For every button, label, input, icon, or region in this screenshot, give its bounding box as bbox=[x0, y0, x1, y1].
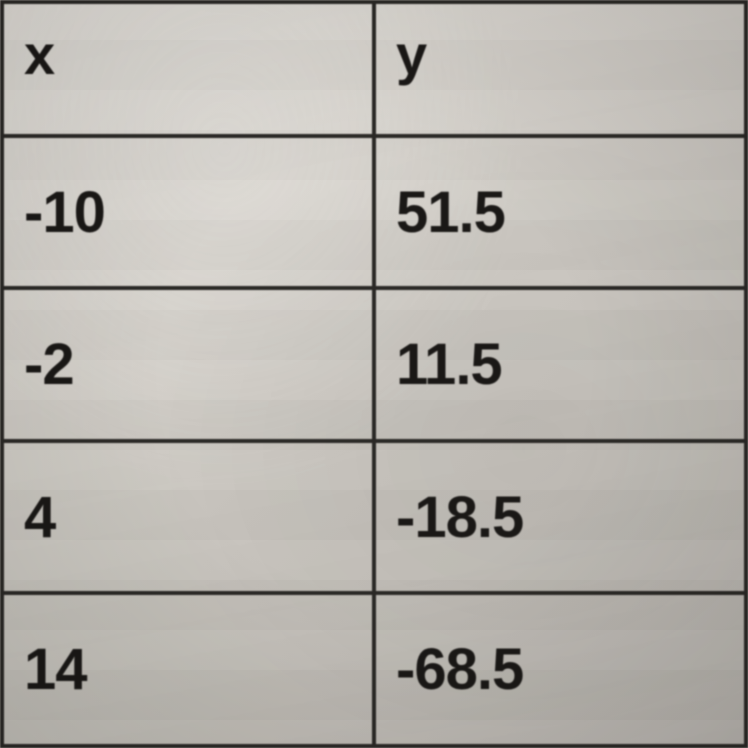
xy-table: x y -10 51.5 -2 11.5 4 -18.5 14 -68.5 bbox=[0, 0, 748, 748]
data-table: x y -10 51.5 -2 11.5 4 -18.5 14 -68.5 bbox=[0, 0, 748, 748]
cell-y: -68.5 bbox=[374, 593, 746, 746]
column-header-y: y bbox=[374, 2, 746, 136]
table-row: 4 -18.5 bbox=[2, 441, 746, 594]
cell-x: 14 bbox=[2, 593, 374, 746]
cell-x: -10 bbox=[2, 136, 374, 289]
table-row: -2 11.5 bbox=[2, 288, 746, 441]
table-row: 14 -68.5 bbox=[2, 593, 746, 746]
table-row: -10 51.5 bbox=[2, 136, 746, 289]
cell-y: -18.5 bbox=[374, 441, 746, 594]
cell-x: 4 bbox=[2, 441, 374, 594]
cell-y: 51.5 bbox=[374, 136, 746, 289]
column-header-x: x bbox=[2, 2, 374, 136]
table-header-row: x y bbox=[2, 2, 746, 136]
cell-x: -2 bbox=[2, 288, 374, 441]
cell-y: 11.5 bbox=[374, 288, 746, 441]
